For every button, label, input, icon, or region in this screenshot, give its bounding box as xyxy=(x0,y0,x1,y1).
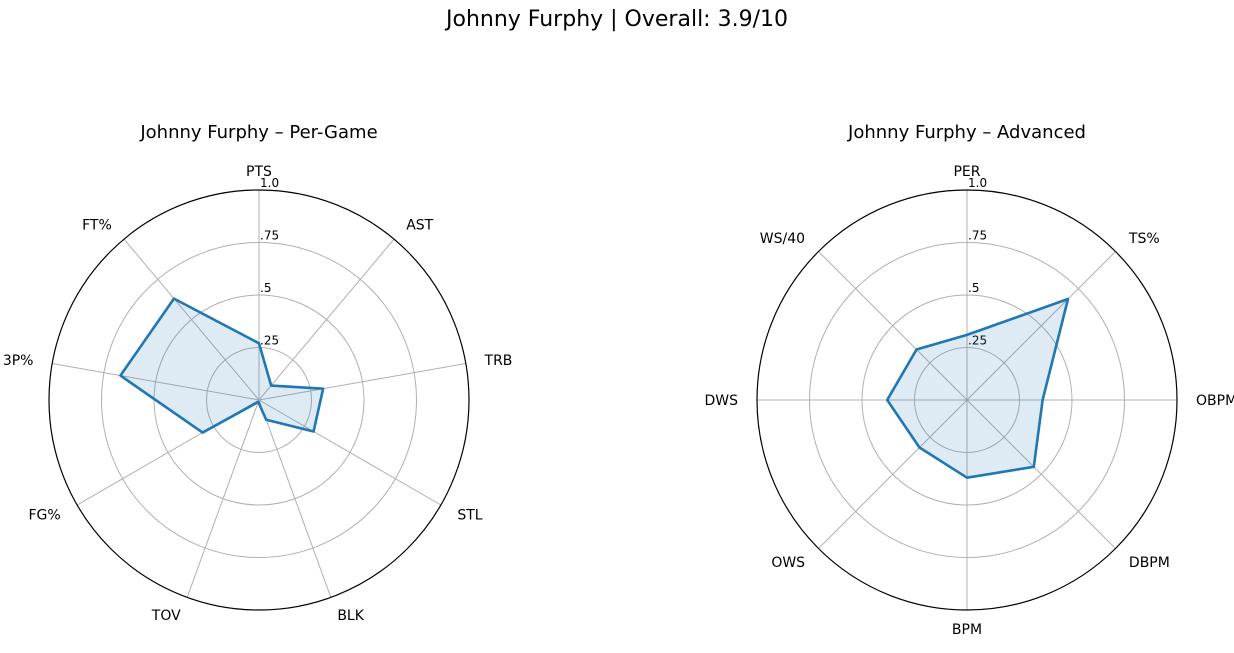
series-line xyxy=(119,297,325,434)
figure-title: Johnny Furphy | Overall: 3.9/10 xyxy=(446,7,788,32)
spoke-ast xyxy=(258,238,395,401)
axis-label-blk: BLK xyxy=(337,608,364,624)
axis-label-ast: AST xyxy=(406,218,433,234)
axis-label-dws: DWS xyxy=(704,393,738,409)
spoke-ft- xyxy=(123,238,260,401)
axis-label-pts: PTS xyxy=(246,164,272,180)
axis-label-trb: TRB xyxy=(484,353,513,369)
spoke-stl xyxy=(258,399,442,506)
spoke-tov xyxy=(186,399,260,598)
r-tick-label: .25 xyxy=(968,334,987,348)
r-tick-label: .25 xyxy=(260,334,279,348)
chart-title-1: Johnny Furphy – Per-Game xyxy=(139,122,377,143)
axis-label-dbpm: DBPM xyxy=(1129,555,1170,571)
series-fill xyxy=(887,299,1068,478)
r-tick-label: .5 xyxy=(968,281,979,295)
axis-label-obpm: OBPM xyxy=(1196,393,1234,409)
spoke-trb xyxy=(258,363,466,401)
spoke-blk xyxy=(258,399,332,598)
axis-label-ws-40: WS/40 xyxy=(760,231,805,247)
axis-label-stl: STL xyxy=(457,508,482,524)
r-tick-label: .75 xyxy=(260,229,279,243)
r-tick-label: .5 xyxy=(260,281,271,295)
r-tick-label: .75 xyxy=(968,229,987,243)
outer-frame xyxy=(756,189,1178,611)
spoke-ts- xyxy=(966,251,1116,401)
chart-title-2: Johnny Furphy – Advanced xyxy=(847,122,1086,143)
spoke-ows xyxy=(818,399,968,549)
axis-label-bpm: BPM xyxy=(952,622,982,638)
axis-label-fg-: FG% xyxy=(28,508,60,524)
axis-label-ts-: TS% xyxy=(1128,231,1160,247)
r-tick-label: 1.0 xyxy=(260,176,279,190)
spoke-ws-40 xyxy=(818,251,968,401)
spoke-3p- xyxy=(52,363,260,401)
axis-label-tov: TOV xyxy=(151,608,181,624)
axis-label-ft-: FT% xyxy=(82,218,112,234)
spoke-dbpm xyxy=(966,399,1116,549)
axis-label-3p-: 3P% xyxy=(3,353,34,369)
series-fill xyxy=(120,298,324,433)
outer-frame xyxy=(48,189,470,611)
r-tick-label: 1.0 xyxy=(968,176,987,190)
axis-label-ows: OWS xyxy=(771,555,805,571)
axis-label-per: PER xyxy=(953,164,980,180)
